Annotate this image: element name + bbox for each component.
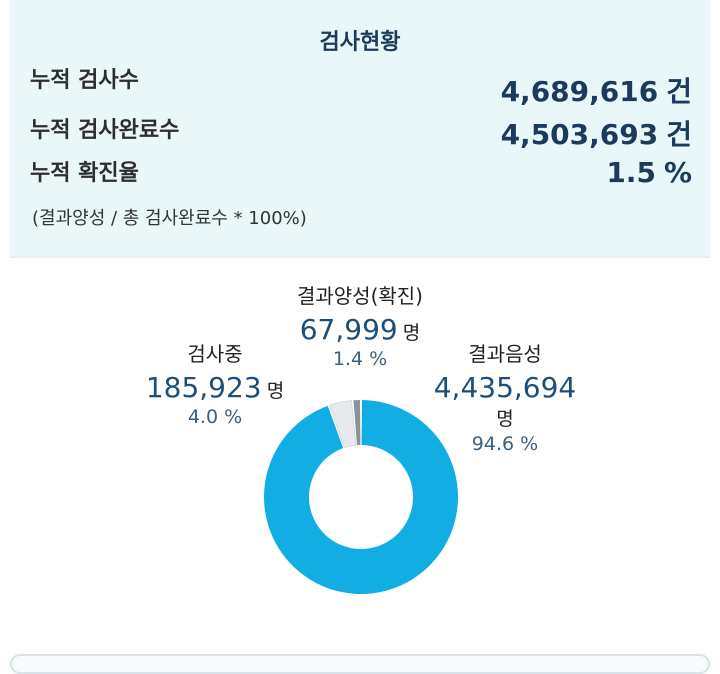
cumulative-completed-value: 4,503,693 건 — [501, 113, 692, 153]
testing-count: 185,923 명 — [130, 371, 300, 404]
cumulative-completed-unit: 건 — [666, 118, 692, 151]
test-results-donut-chart — [264, 400, 458, 594]
testing-percent: 4.0 % — [187, 406, 243, 428]
panel-title: 검사현황 — [319, 30, 401, 55]
positive-rate-unit: % — [663, 156, 692, 189]
cumulative-tests-unit: 건 — [666, 75, 692, 108]
cumulative-completed-number: 4,503,693 — [500, 118, 659, 151]
next-card-edge — [10, 654, 710, 674]
negative-count-value: 4,435,694 — [433, 371, 577, 404]
negative-count-unit: 명 — [496, 408, 514, 430]
testing-label: 검사중 — [187, 342, 243, 366]
donut-slice-positive — [353, 400, 361, 446]
positive-rate-formula-note: (결과양성 / 총 검사완료수 * 100%) — [32, 208, 307, 229]
positive-rate-number: 1.5 — [606, 156, 656, 189]
negative-annotation: 결과음성 4,435,694 명 94.6 % — [425, 338, 585, 455]
section-divider — [10, 257, 710, 258]
negative-percent: 94.6 % — [471, 433, 539, 455]
positive-count: 67,999 명 — [270, 313, 450, 346]
cumulative-tests-label: 누적 검사수 — [30, 68, 139, 93]
cumulative-tests-value: 4,689,616 건 — [501, 70, 692, 110]
donut-slice-testing — [329, 400, 357, 449]
cumulative-tests-number: 4,689,616 — [500, 75, 659, 108]
positive-percent: 1.4 % — [332, 348, 388, 370]
negative-label: 결과음성 — [468, 342, 542, 366]
test-status-panel: 검사현황 누적 검사수 4,689,616 건 누적 검사완료수 4,503,69… — [10, 0, 710, 257]
testing-count-unit: 명 — [266, 380, 285, 402]
positive-count-value: 67,999 — [299, 313, 398, 346]
positive-rate-value: 1.5% — [606, 156, 692, 189]
positive-rate-label: 누적 확진율 — [30, 161, 139, 186]
donut-slice-negative — [264, 400, 458, 594]
positive-count-unit: 명 — [402, 322, 421, 344]
testing-count-value: 185,923 — [145, 371, 262, 404]
cumulative-completed-label: 누적 검사완료수 — [30, 118, 180, 143]
testing-annotation: 검사중 185,923 명 4.0 % — [130, 338, 300, 428]
positive-label: 결과양성(확진) — [296, 284, 423, 308]
positive-annotation: 결과양성(확진) 67,999 명 1.4 % — [270, 280, 450, 370]
